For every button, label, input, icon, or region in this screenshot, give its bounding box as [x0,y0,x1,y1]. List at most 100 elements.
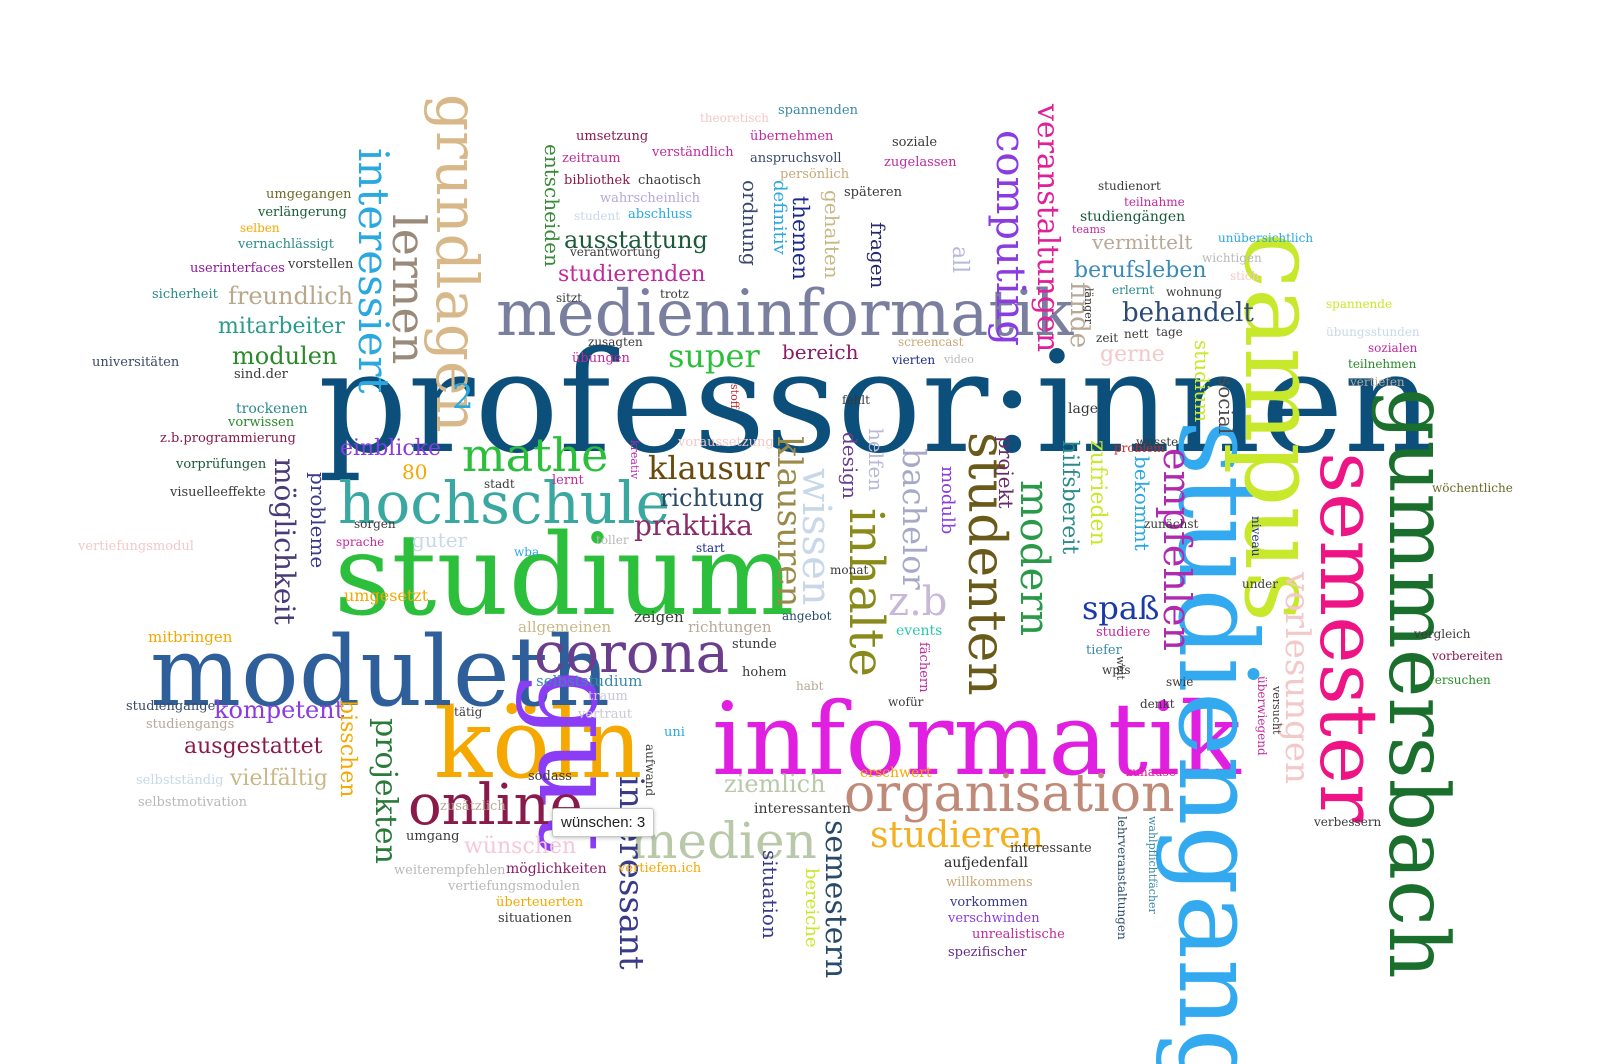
word[interactable]: studiengängen [1080,209,1186,225]
word[interactable]: visuelleeffekte [170,485,266,500]
word[interactable]: studium [1190,340,1214,423]
word[interactable]: gehalten [820,190,844,279]
word[interactable]: semestern [818,820,853,979]
word[interactable]: modulen [232,342,338,370]
word[interactable]: toller [596,533,629,547]
word[interactable]: klausuren [769,436,809,608]
word[interactable]: traum [588,689,628,704]
word[interactable]: lage [1068,401,1099,417]
word[interactable]: zusätzlich [440,799,506,814]
word[interactable]: inhalte [838,508,894,677]
word[interactable]: teilnehmen [1348,357,1417,371]
word[interactable]: events [896,623,943,639]
word[interactable]: hilfsbereit [1057,440,1082,555]
word[interactable]: nett [1124,327,1149,341]
word[interactable]: vergleich [1414,627,1471,641]
word[interactable]: ausgestattet [184,734,323,759]
word[interactable]: selben [240,221,280,235]
word[interactable]: social [1214,376,1238,435]
word[interactable]: selbstständig [136,773,224,788]
word[interactable]: spannenden [778,103,858,118]
word[interactable]: praktika [634,509,753,542]
word[interactable]: richtung [660,484,764,512]
word[interactable]: vertiefen.ich [618,861,702,876]
word[interactable]: computing [987,130,1033,347]
word[interactable]: stadt [484,477,515,491]
word[interactable]: studium [334,511,795,641]
word[interactable]: z.b.programmierung [160,431,296,446]
word[interactable]: lehrveranstaltungen [1115,816,1129,940]
word[interactable]: zunächst [1144,517,1199,531]
word[interactable]: übernehmen [750,129,834,144]
word[interactable]: vertiefen [1350,375,1405,389]
word[interactable]: veranstaltungen [1030,104,1065,353]
word[interactable]: selbstmotivation [138,795,247,810]
word[interactable]: monat [830,563,869,577]
word[interactable]: uni [664,725,685,740]
word[interactable]: video [944,353,974,366]
word[interactable]: verständlich [652,145,734,160]
word[interactable]: übungsstunden [1326,325,1420,339]
word[interactable]: weit [1114,656,1127,680]
word[interactable]: medieninformatik [496,277,1074,351]
word[interactable]: verschwinden [948,911,1040,926]
word[interactable]: berufsleben [1074,258,1207,283]
word[interactable]: hochschule [338,469,670,537]
word[interactable]: umgesetzt [344,586,429,605]
word[interactable]: sind.der [234,367,288,382]
word[interactable]: allgemeinen [518,618,612,636]
word[interactable]: modern [1011,480,1057,637]
word[interactable]: lernt [552,473,584,488]
word[interactable]: vertraut [578,707,633,722]
word[interactable]: unübersichtlich [1218,231,1314,245]
word[interactable]: stich [1230,269,1260,283]
word[interactable]: wohnung [1166,285,1223,299]
word[interactable]: theoretisch [700,111,769,125]
word[interactable]: guter [412,528,468,552]
word[interactable]: verantwortung [570,245,661,259]
word[interactable]: trotz [660,287,689,301]
word[interactable]: moduleth [150,616,611,728]
word[interactable]: spezifischer [948,945,1027,960]
word[interactable]: bereich [782,340,859,364]
word[interactable]: probleme [306,472,330,569]
word[interactable]: ziemlich [724,770,826,798]
word[interactable]: chaotisch [638,173,701,188]
word[interactable]: modulb [937,466,958,535]
word[interactable]: wahrscheinlich [600,191,700,206]
word[interactable]: student [574,209,621,223]
word[interactable]: behandelt [1122,298,1254,328]
word[interactable]: mathe [462,428,609,482]
word[interactable]: start [696,541,725,555]
word[interactable]: zuhause [1126,765,1176,779]
word[interactable]: professor:innen [318,322,1434,485]
word[interactable]: tiefer [1086,643,1122,658]
word[interactable]: bibliothek [564,173,631,188]
word[interactable]: aufjedenfall [944,855,1028,871]
word[interactable]: richtungen [688,618,772,636]
word[interactable]: zeigen [634,608,684,626]
word[interactable]: aufwand [643,744,657,797]
word[interactable]: umsetzung [576,129,649,144]
word[interactable]: vermittelt [1092,230,1193,254]
word[interactable]: versucht [1270,686,1283,735]
word[interactable]: teams [1072,223,1106,236]
word[interactable]: studieren [870,815,1044,856]
word[interactable]: verlängerung [258,205,347,220]
word[interactable]: denkt [1140,697,1175,711]
word[interactable]: wünschen [464,834,577,859]
word[interactable]: definitiv [769,180,790,255]
word[interactable]: organisation [844,764,1175,824]
word[interactable]: überwiegend [1255,676,1269,756]
word[interactable]: willkommens [946,875,1033,890]
word[interactable]: sprache [336,535,385,549]
word[interactable]: wba [514,545,540,559]
word[interactable]: interessanten [754,801,852,817]
word[interactable]: klausur [648,449,770,487]
word[interactable]: screencast [898,335,964,349]
word[interactable]: fehlt [842,393,870,407]
word[interactable]: umgegangen [266,187,352,202]
word[interactable]: freundlich [228,282,354,310]
word[interactable]: situation [758,850,782,939]
word[interactable]: wpfs [1102,663,1131,677]
